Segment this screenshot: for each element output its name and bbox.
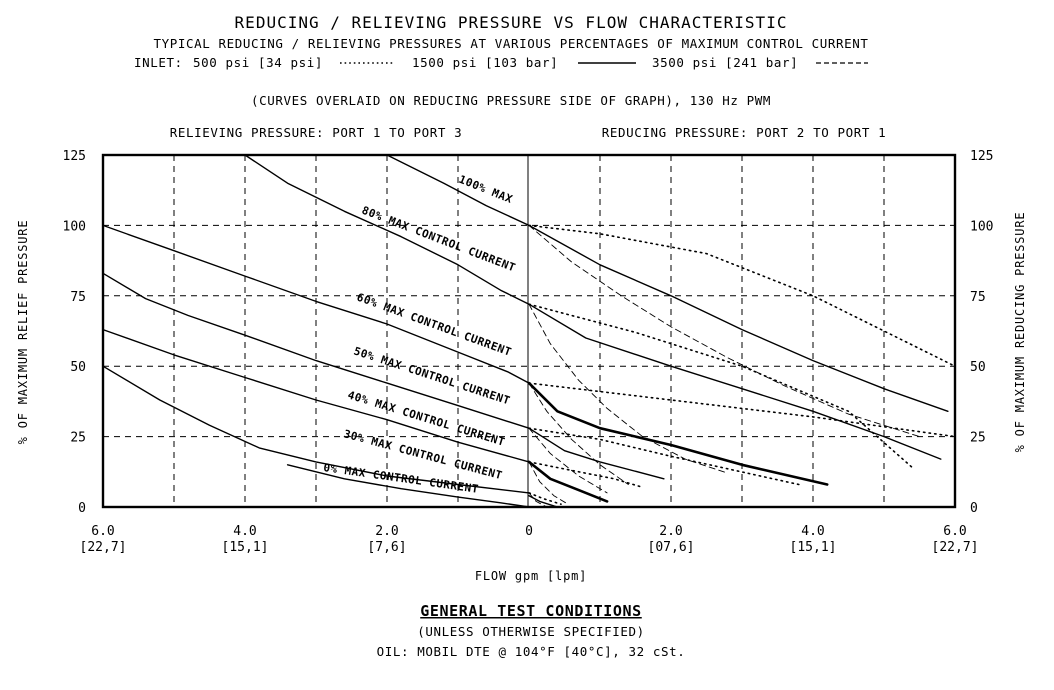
x-tick-label-lpm: [15,1] xyxy=(790,540,837,555)
y-tick-label-left: 25 xyxy=(70,431,86,446)
reducing-series-line-dashed xyxy=(528,224,920,438)
x-tick-label-lpm: [15,1] xyxy=(222,540,269,555)
reducing-series-line-dashed xyxy=(528,382,629,485)
test-conditions-line2: OIL: MOBIL DTE @ 104°F [40°C], 32 cSt. xyxy=(377,644,686,659)
reducing-series-line-solid xyxy=(528,224,949,412)
series-layer xyxy=(102,154,956,508)
relieving-series-line xyxy=(102,272,530,429)
test-conditions-line1: (UNLESS OTHERWISE SPECIFIED) xyxy=(417,624,645,639)
inlet-legend: INLET: 500 psi [34 psi] 1500 psi [103 ba… xyxy=(134,55,868,70)
reducing-series-line-solid-heavy xyxy=(527,460,609,503)
reducing-series-line-dotted xyxy=(528,492,562,506)
chart-note: (CURVES OVERLAID ON REDUCING PRESSURE SI… xyxy=(251,93,771,108)
relieving-series-line xyxy=(102,365,530,494)
x-tick-label-lpm: [22,7] xyxy=(932,540,979,555)
y-tick-label-left: 50 xyxy=(70,360,86,375)
inlet-legend-1500-label: 1500 psi [103 bar] xyxy=(412,55,558,70)
x-tick-label-gpm: 2.0 xyxy=(659,524,682,539)
relieving-series-line xyxy=(102,328,530,463)
curve-labels: 100% MAX 80% MAX CONTROL CURRENT 60% MAX… xyxy=(323,173,518,496)
reducing-series-line-solid-heavy xyxy=(527,381,829,486)
y-tick-label-right: 25 xyxy=(970,431,986,446)
reducing-series-line-dotted xyxy=(528,303,914,469)
y-tick-label-right: 75 xyxy=(970,290,986,305)
y-tick-label-right: 125 xyxy=(970,149,993,164)
chart-title: REDUCING / RELIEVING PRESSURE VS FLOW CH… xyxy=(235,13,788,32)
y-tick-label-left: 0 xyxy=(78,501,86,516)
curve-label-80: 80% MAX CONTROL CURRENT xyxy=(360,204,518,275)
inlet-legend-prefix: INLET: xyxy=(134,55,183,70)
y-tick-label-left: 125 xyxy=(63,149,86,164)
y-axis-label-left: % OF MAXIMUM RELIEF PRESSURE xyxy=(16,220,30,445)
curve-label-100: 100% MAX xyxy=(457,173,515,206)
y-tick-label-right: 50 xyxy=(970,360,986,375)
y-tick-label-left: 100 xyxy=(63,219,86,234)
reducing-series-line-dotted xyxy=(528,461,644,489)
relieving-series-line xyxy=(102,224,530,384)
curve-label-60: 60% MAX CONTROL CURRENT xyxy=(355,291,513,359)
x-tick-label-lpm: [07,6] xyxy=(648,540,695,555)
reducing-series-line-dashed xyxy=(528,303,729,474)
y-axis-label-right: % OF MAXIMUM REDUCING PRESSURE xyxy=(1013,212,1027,453)
right-region-label: REDUCING PRESSURE: PORT 2 TO PORT 1 xyxy=(602,125,886,140)
y-tick-label-right: 0 xyxy=(970,501,978,516)
inlet-legend-500-label: 500 psi [34 psi] xyxy=(193,55,323,70)
chart-subtitle: TYPICAL REDUCING / RELIEVING PRESSURES A… xyxy=(153,36,868,51)
x-tick-label-gpm: 0 xyxy=(525,524,533,539)
reducing-series-line-solid xyxy=(528,427,665,480)
x-tick-label-lpm: [7,6] xyxy=(367,540,406,555)
reducing-series-line-dashed xyxy=(528,427,608,494)
reducing-series-line-dashed xyxy=(528,461,569,505)
left-region-label: RELIEVING PRESSURE: PORT 1 TO PORT 3 xyxy=(170,125,463,140)
inlet-legend-3500-label: 3500 psi [241 bar] xyxy=(652,55,798,70)
grid xyxy=(103,155,955,507)
y-tick-label-right: 100 xyxy=(970,219,993,234)
reducing-series-line-dotted xyxy=(528,224,956,368)
x-tick-label-lpm: [22,7] xyxy=(80,540,127,555)
x-tick-label-gpm: 4.0 xyxy=(801,524,824,539)
reducing-series-line-dotted xyxy=(528,427,800,486)
relieving-series-line xyxy=(386,154,530,227)
test-conditions-heading: GENERAL TEST CONDITIONS xyxy=(420,602,642,620)
reducing-series-line-solid xyxy=(528,303,942,460)
relieving-series-line xyxy=(244,154,530,305)
x-tick-label-gpm: 6.0 xyxy=(943,524,966,539)
x-tick-label-gpm: 2.0 xyxy=(375,524,398,539)
y-tick-label-left: 75 xyxy=(70,290,86,305)
relieving-series-line xyxy=(286,464,530,508)
x-tick-label-gpm: 4.0 xyxy=(233,524,256,539)
x-axis-label: FLOW gpm [lpm] xyxy=(475,569,587,583)
x-tick-label-gpm: 6.0 xyxy=(91,524,114,539)
reducing-series-line-dotted xyxy=(528,382,956,438)
reducing-series-line-dashed xyxy=(528,492,548,508)
